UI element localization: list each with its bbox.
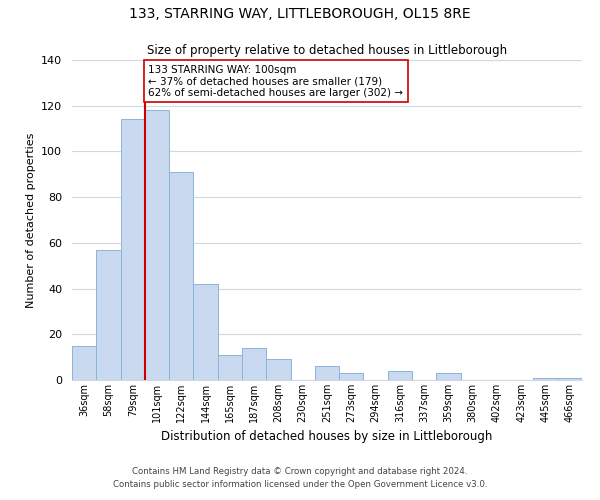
- Bar: [436, 373, 461, 380]
- Bar: [121, 120, 145, 380]
- Bar: [96, 250, 121, 380]
- Bar: [533, 378, 558, 380]
- Bar: [558, 378, 582, 380]
- Bar: [193, 284, 218, 380]
- X-axis label: Distribution of detached houses by size in Littleborough: Distribution of detached houses by size …: [161, 430, 493, 444]
- Bar: [72, 346, 96, 380]
- Bar: [242, 348, 266, 380]
- Bar: [169, 172, 193, 380]
- Y-axis label: Number of detached properties: Number of detached properties: [26, 132, 35, 308]
- Bar: [339, 373, 364, 380]
- Bar: [145, 110, 169, 380]
- Text: 133, STARRING WAY, LITTLEBOROUGH, OL15 8RE: 133, STARRING WAY, LITTLEBOROUGH, OL15 8…: [129, 8, 471, 22]
- Bar: [388, 371, 412, 380]
- Bar: [218, 355, 242, 380]
- Text: 133 STARRING WAY: 100sqm
← 37% of detached houses are smaller (179)
62% of semi-: 133 STARRING WAY: 100sqm ← 37% of detach…: [149, 64, 404, 98]
- Title: Size of property relative to detached houses in Littleborough: Size of property relative to detached ho…: [147, 44, 507, 58]
- Text: Contains HM Land Registry data © Crown copyright and database right 2024.
Contai: Contains HM Land Registry data © Crown c…: [113, 468, 487, 489]
- Bar: [266, 360, 290, 380]
- Bar: [315, 366, 339, 380]
